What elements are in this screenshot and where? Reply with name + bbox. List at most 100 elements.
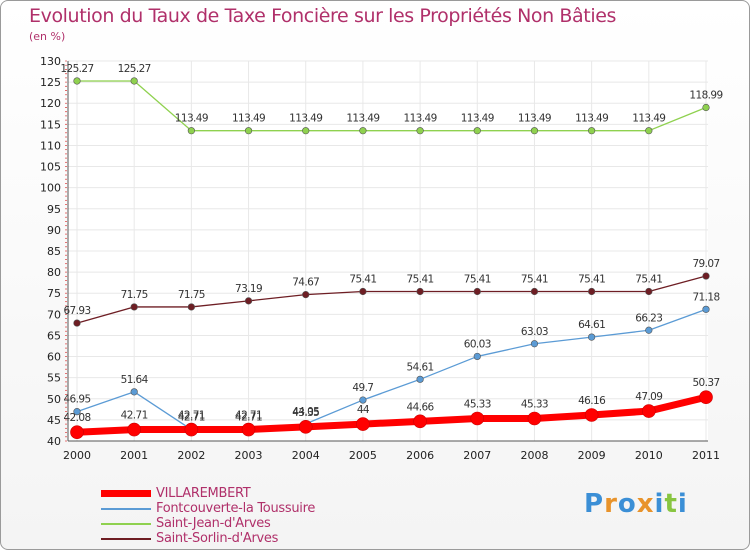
data-point	[359, 287, 367, 296]
data-label: 113.49	[461, 113, 494, 125]
y-tick-label: 130	[40, 55, 61, 68]
data-label: 45.33	[521, 398, 548, 410]
data-label: 42.71	[178, 410, 205, 422]
data-point	[473, 287, 481, 296]
y-tick-label: 55	[47, 372, 61, 385]
data-label: 71.18	[692, 291, 719, 303]
logo-letter: i	[677, 489, 688, 519]
logo-letter: r	[604, 489, 618, 519]
unit-label: (en %)	[29, 30, 66, 43]
data-label: 46.16	[578, 395, 606, 407]
y-tick-label: 105	[40, 161, 61, 174]
data-point	[73, 408, 81, 416]
data-label: 73.19	[235, 283, 262, 295]
data-point	[473, 352, 481, 361]
data-point	[416, 127, 424, 135]
data-label: 44.66	[407, 401, 435, 413]
data-point	[530, 287, 539, 296]
logo-letter: o	[617, 489, 637, 519]
data-label: 113.49	[289, 113, 322, 125]
y-tick-label: 95	[47, 203, 61, 216]
data-point	[588, 333, 596, 341]
y-tick-label: 40	[47, 435, 61, 448]
data-point	[702, 272, 710, 280]
data-point	[584, 408, 599, 422]
legend-label: Saint-Jean-d'Arves	[156, 516, 271, 531]
data-point	[244, 297, 253, 305]
y-tick-label: 125	[40, 76, 61, 89]
data-point	[187, 127, 195, 135]
data-point	[413, 414, 427, 429]
series-line	[76, 275, 707, 324]
data-label: 44	[357, 404, 370, 416]
data-point	[645, 127, 653, 135]
legend-swatch-fontcouverte	[101, 508, 151, 510]
data-label: 74.67	[292, 277, 319, 289]
data-point	[130, 388, 138, 396]
data-point	[184, 422, 199, 437]
data-point	[588, 287, 596, 296]
data-point	[530, 340, 539, 348]
data-label: 113.49	[632, 113, 665, 125]
data-label: 63.03	[521, 326, 548, 338]
data-point	[359, 396, 367, 404]
data-label: 75.41	[578, 273, 605, 285]
data-label: 67.93	[63, 305, 90, 317]
data-label: 60.03	[464, 338, 491, 350]
data-label: 42.71	[178, 412, 205, 424]
data-point	[130, 77, 138, 85]
data-point	[127, 422, 141, 437]
data-label: 42.08	[63, 412, 90, 424]
data-label: 113.49	[346, 113, 379, 125]
data-label: 125.27	[118, 63, 151, 75]
data-point	[302, 127, 310, 135]
logo-letter: x	[636, 489, 655, 519]
y-tick-label: 70	[47, 308, 61, 321]
data-label: 47.09	[635, 391, 662, 403]
y-tick-label: 75	[47, 287, 61, 300]
data-point	[702, 103, 710, 112]
data-label: 46.95	[63, 394, 90, 406]
data-label: 49.7	[352, 382, 373, 394]
data-label: 42.71	[235, 410, 262, 422]
data-label: 43.35	[292, 407, 319, 419]
data-label: 44.05	[292, 406, 319, 418]
x-tick-label: 2010	[635, 449, 663, 462]
data-label: 79.07	[692, 258, 719, 270]
x-tick-label: 2002	[177, 449, 205, 462]
data-point	[73, 319, 81, 327]
data-point	[187, 303, 195, 311]
data-point	[645, 326, 653, 334]
data-point	[588, 127, 596, 135]
data-point	[530, 127, 539, 135]
data-point	[70, 425, 84, 440]
data-point	[642, 404, 656, 418]
x-tick-label: 2005	[349, 449, 377, 462]
logo-letter: t	[664, 489, 678, 519]
data-label: 50.37	[692, 377, 719, 389]
data-label: 125.27	[60, 63, 93, 75]
chart-title: Evolution du Taux de Taxe Foncière sur l…	[29, 5, 617, 27]
y-tick-label: 120	[40, 97, 61, 110]
data-label: 42.71	[235, 412, 262, 424]
y-tick-label: 90	[47, 224, 61, 237]
x-tick-label: 2000	[63, 449, 91, 462]
x-tick-label: 2009	[578, 449, 606, 462]
data-point	[130, 303, 138, 311]
data-point	[73, 77, 81, 85]
logo-letter: i	[654, 489, 665, 519]
series-line	[76, 80, 707, 132]
data-label: 75.41	[464, 273, 491, 285]
y-tick-label: 85	[47, 245, 61, 258]
y-tick-label: 65	[47, 329, 61, 342]
data-label: 113.49	[404, 113, 437, 125]
proxiti-logo: Proxiti	[584, 489, 688, 519]
data-label: 75.41	[407, 273, 434, 285]
y-tick-label: 110	[40, 139, 61, 152]
data-label: 118.99	[689, 89, 722, 101]
data-label: 54.61	[407, 361, 434, 373]
data-label: 71.75	[121, 289, 148, 301]
legend-label: Saint-Sorlin-d'Arves	[156, 531, 279, 546]
legend-label: Fontcouverte-la Toussuire	[156, 501, 316, 516]
